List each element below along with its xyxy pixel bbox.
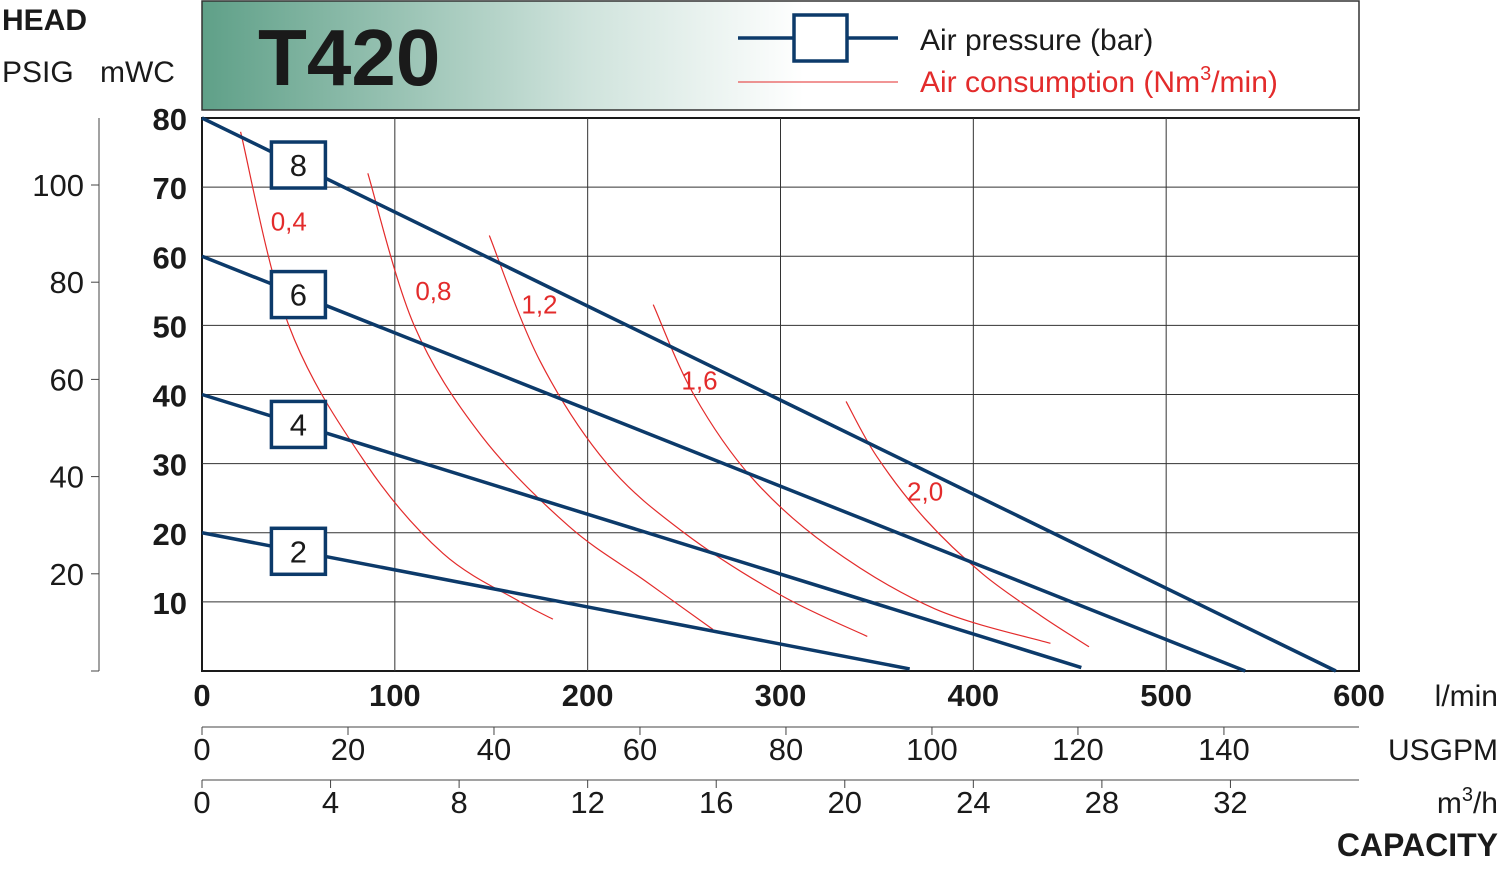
legend-pressure-marker — [792, 13, 849, 63]
mwc-tick-label: 50 — [153, 309, 187, 344]
usgpm-tick-label: 100 — [906, 732, 958, 767]
x-unit-usgpm: USGPM — [1388, 734, 1498, 767]
psig-tick-label: 60 — [50, 362, 84, 397]
pressure-line-6bar — [201, 254, 1246, 673]
consumption-curve-2-0 — [845, 401, 1090, 648]
consumption-curve-0-4 — [239, 131, 554, 620]
air-consumption-curves: 0,4 0,8 1,2 1,6 2,0 — [239, 131, 1090, 648]
consumption-label: 1,2 — [521, 290, 557, 320]
pressure-label-box — [269, 399, 328, 450]
psig-tick-label: 80 — [50, 265, 84, 300]
pressure-label-box — [269, 526, 328, 577]
m3h-tick-label: 32 — [1213, 785, 1247, 820]
consumption-label: 0,4 — [271, 207, 307, 237]
consumption-curve-1-2 — [488, 235, 868, 637]
pressure-label: 6 — [290, 278, 307, 313]
lmin-tick-label: 200 — [562, 678, 614, 713]
mwc-tick-label: 80 — [153, 102, 187, 137]
x-unit-lmin: l/min — [1435, 680, 1498, 713]
m3h-tick-label: 16 — [699, 785, 733, 820]
pressure-label: 4 — [290, 407, 307, 442]
usgpm-tick-label: 20 — [331, 732, 365, 767]
capacity-label: CAPACITY — [1337, 827, 1498, 863]
m3h-tick-label: 8 — [450, 785, 467, 820]
psig-tick-label: 40 — [50, 460, 84, 495]
chart-title: T420 — [258, 13, 440, 102]
pressure-label-box — [269, 140, 328, 190]
air-pressure-lines: 8 6 4 2 — [201, 116, 1337, 673]
usgpm-tick-label: 120 — [1052, 732, 1104, 767]
consumption-curve-0-8 — [367, 173, 714, 631]
mwc-tick-label: 30 — [153, 448, 187, 483]
usgpm-tick-label: 80 — [769, 732, 803, 767]
psig-tick-label: 100 — [32, 168, 84, 203]
mwc-tick-label: 60 — [153, 240, 187, 275]
consumption-label: 0,8 — [415, 276, 451, 306]
usgpm-tick-label: 140 — [1198, 732, 1250, 767]
pressure-line-4bar — [201, 392, 1082, 670]
consumption-label: 1,6 — [681, 366, 717, 396]
mwc-tick-label: 70 — [153, 171, 187, 206]
pressure-line-8bar — [201, 116, 1337, 673]
consumption-label: 2,0 — [907, 476, 943, 506]
consumption-curve-1-6 — [652, 304, 1051, 644]
lmin-tick-label: 500 — [1140, 678, 1192, 713]
mwc-tick-label: 20 — [153, 517, 187, 552]
m3h-tick-label: 12 — [570, 785, 604, 820]
m3h-tick-label: 20 — [828, 785, 862, 820]
usgpm-tick-label: 60 — [623, 732, 657, 767]
pressure-label-box — [269, 269, 328, 320]
header-box — [201, 0, 1360, 111]
psig-unit-label: PSIG — [2, 56, 74, 89]
pressure-label: 8 — [290, 148, 307, 183]
pressure-label: 2 — [290, 534, 307, 569]
psig-axis: 20 40 60 80 100 — [32, 118, 100, 672]
lmin-tick-label: 100 — [369, 678, 421, 713]
lmin-tick-label: 600 — [1333, 678, 1385, 713]
x-unit-m3h: m3/h — [1437, 784, 1498, 820]
usgpm-tick-label: 40 — [477, 732, 511, 767]
m3h-tick-label: 4 — [322, 785, 339, 820]
m3h-tick-label: 24 — [956, 785, 990, 820]
lmin-tick-label: 300 — [755, 678, 807, 713]
mwc-tick-label: 40 — [153, 379, 187, 414]
mwc-axis: 10 20 30 40 50 60 70 80 — [153, 102, 187, 621]
lmin-tick-label: 0 — [193, 678, 210, 713]
usgpm-tick-label: 0 — [193, 732, 210, 767]
m3h-tick-label: 28 — [1085, 785, 1119, 820]
capacity-axes: 0 100 200 300 400 500 600 0 20 40 60 80 100 120 140 0 4 8… — [193, 678, 1384, 820]
m3h-tick-label: 0 — [193, 785, 210, 820]
legend-pressure-label: Air pressure (bar) — [920, 24, 1153, 57]
mwc-tick-label: 10 — [153, 586, 187, 621]
lmin-tick-label: 400 — [947, 678, 999, 713]
head-label: HEAD — [2, 4, 87, 37]
psig-tick-label: 20 — [50, 557, 84, 592]
mwc-unit-label: mWC — [100, 56, 175, 89]
legend: Air pressure (bar) Air consumption (Nm3/… — [738, 13, 1278, 99]
legend-consumption-label: Air consumption (Nm3/min) — [920, 63, 1278, 99]
